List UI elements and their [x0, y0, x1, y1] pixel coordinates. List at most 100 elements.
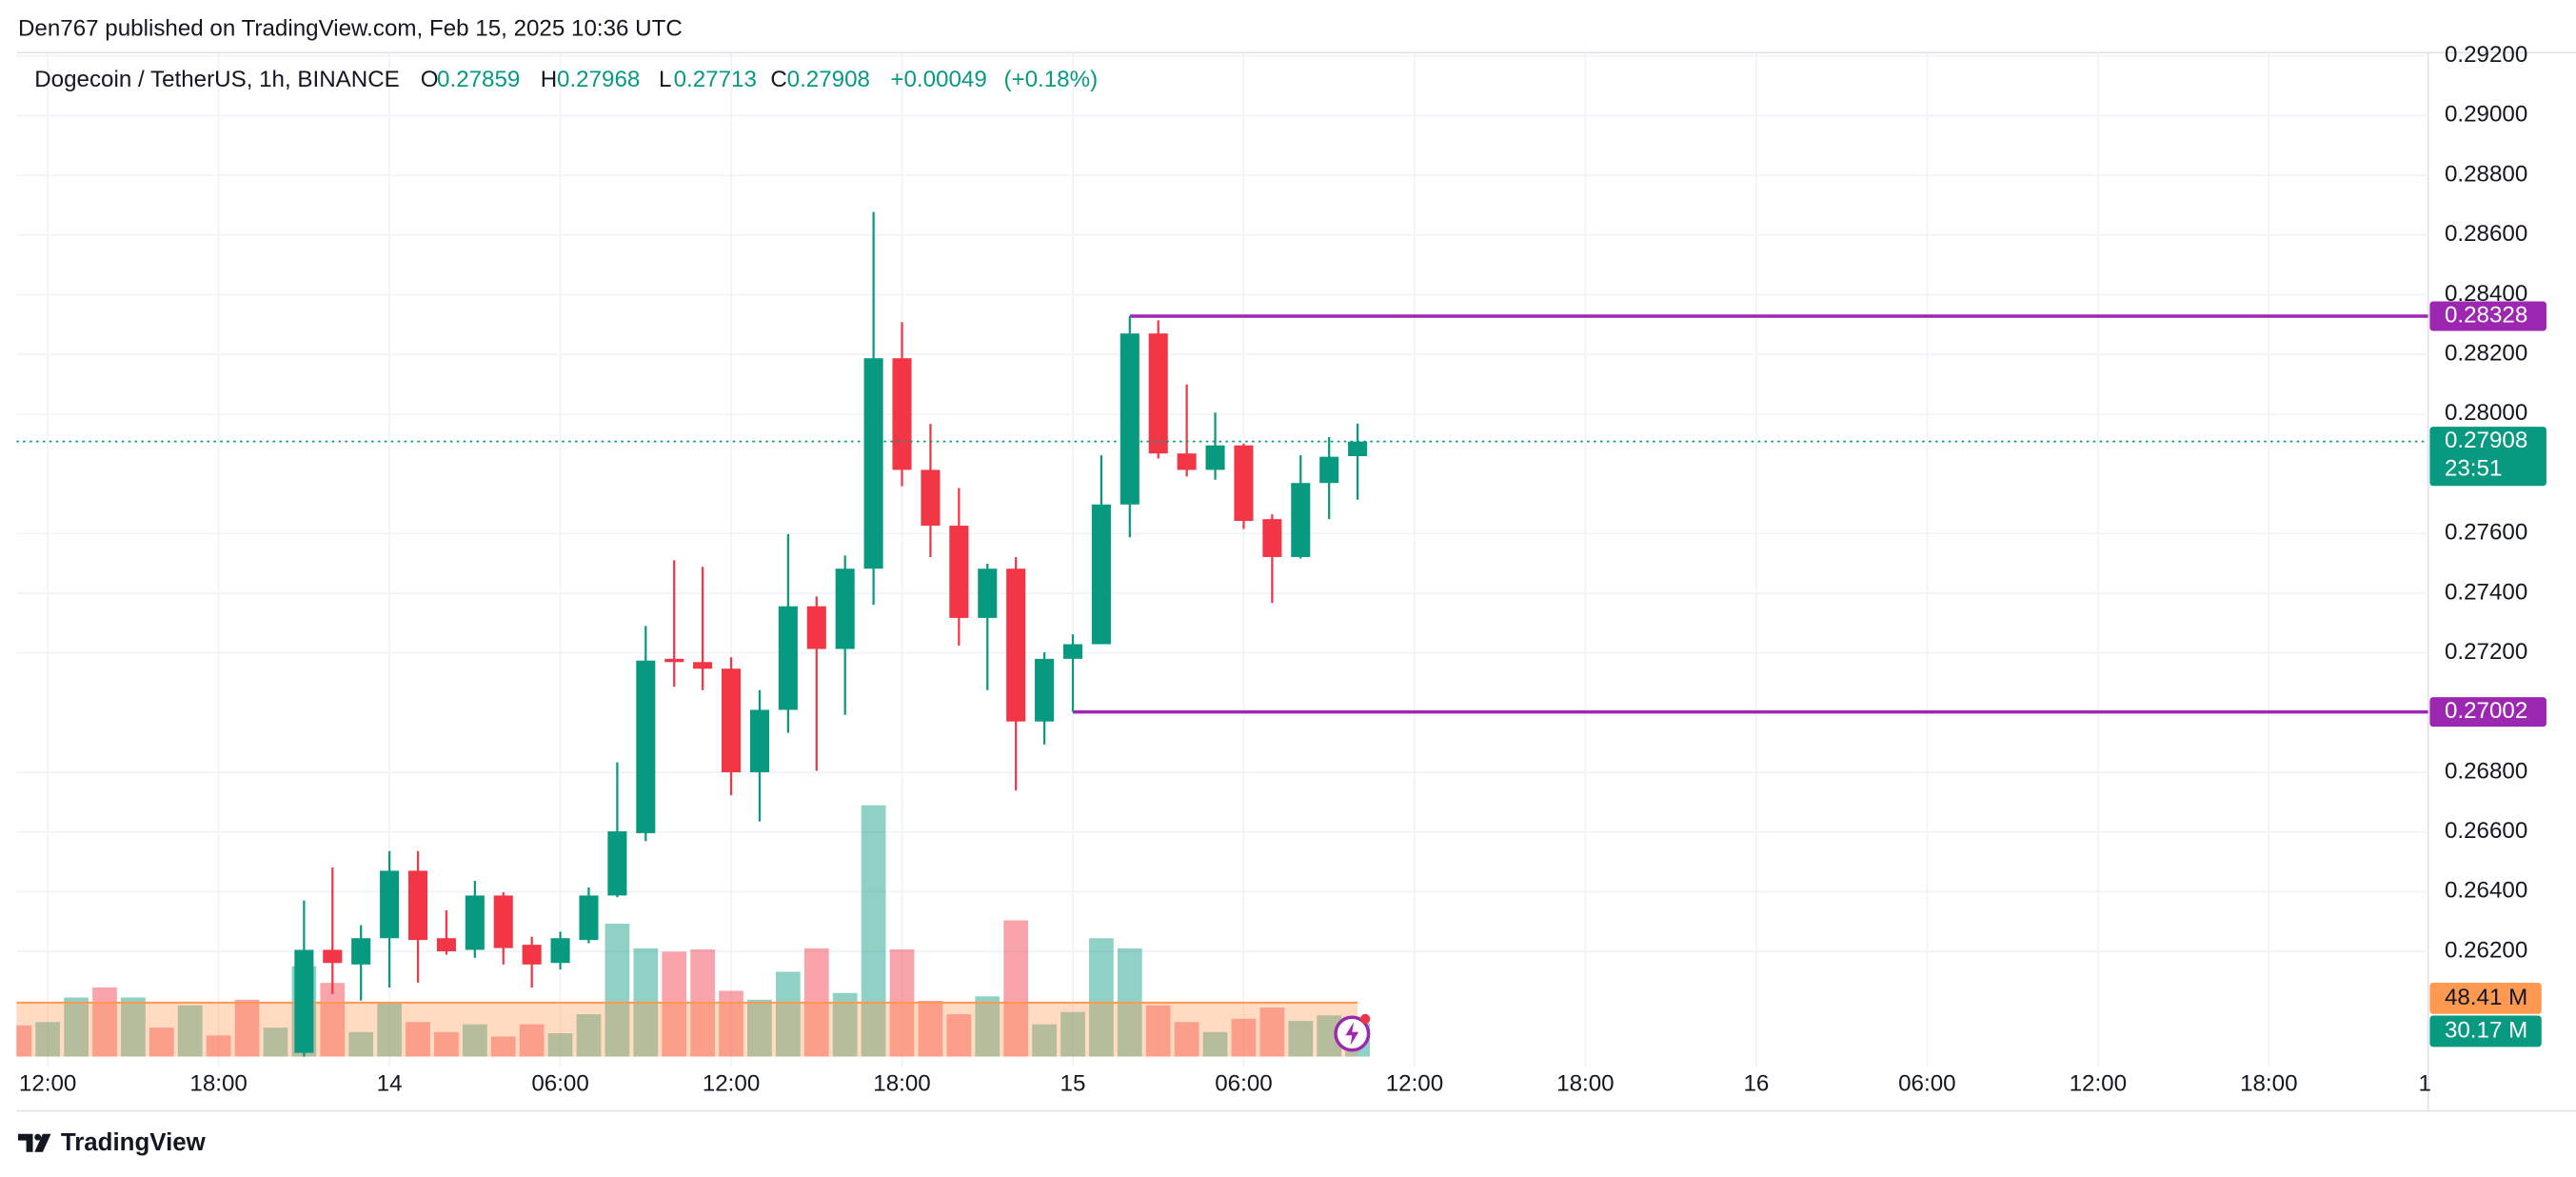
candle-body [664, 658, 684, 663]
y-tick-label: 0.28000 [2445, 400, 2527, 426]
x-tick-label: 18:00 [2240, 1070, 2297, 1096]
volume-bar [234, 999, 260, 1057]
y-tick-label: 0.28800 [2445, 161, 2527, 187]
volume-last-box [2429, 1015, 2542, 1047]
y-tick-label: 0.29000 [2445, 102, 2527, 128]
y-tick-label: 0.29200 [2445, 42, 2527, 68]
volume-bar [1288, 1021, 1314, 1057]
volume-bar [320, 983, 346, 1057]
volume-bar [206, 1035, 231, 1057]
volume-bar [92, 987, 117, 1057]
x-tick-label: 12:00 [1386, 1070, 1443, 1096]
y-tick-label: 0.26600 [2445, 818, 2527, 844]
attribution: Den767 published on TradingView.com, Feb… [18, 15, 683, 41]
x-tick-label: 18:00 [1556, 1070, 1614, 1096]
volume-bar [16, 1025, 32, 1057]
volume-bar [832, 992, 858, 1057]
alert-icon [1334, 1013, 1371, 1052]
volume-bar [490, 1036, 516, 1057]
candle-body [978, 569, 998, 618]
volume-bar [662, 951, 687, 1057]
volume-bar [918, 1000, 943, 1057]
volume-bar [64, 997, 89, 1057]
x-tick-label: 06:00 [531, 1070, 588, 1096]
candle-body [579, 895, 599, 941]
volume-bar [1259, 1007, 1285, 1057]
volume-ma-band [16, 1002, 1358, 1057]
candle-body [1319, 456, 1339, 484]
legend-bar: Dogecoin / TetherUS, 1h, BINANCE O 0.278… [34, 67, 1098, 92]
volume-bar [121, 997, 146, 1057]
candle-body [351, 938, 371, 965]
level-label: 0.28328 [2445, 302, 2527, 328]
volume-bar [576, 1014, 602, 1057]
candle-body [921, 469, 941, 527]
change-percent: (+0.18%) [1003, 67, 1098, 92]
ohlc-letter: C [770, 67, 786, 92]
current-price-label: 0.27908 [2445, 428, 2527, 453]
x-tick-label: 18:00 [189, 1070, 247, 1096]
candle-body [436, 938, 456, 952]
candle-body [1262, 519, 1282, 557]
candle-body [1062, 644, 1083, 659]
x-tick-label: 14 [377, 1070, 403, 1096]
y-tick-label: 0.26400 [2445, 878, 2527, 904]
volume-ma-label: 48.41 M [2445, 985, 2527, 1010]
x-tick-label: 06:00 [1898, 1070, 1955, 1096]
volume-bar [1089, 938, 1114, 1057]
brand: TradingView [17, 1129, 207, 1156]
x-tick-label: 12:00 [703, 1070, 760, 1096]
volume-bar [35, 1022, 61, 1057]
candle-body [693, 662, 713, 669]
candle-body [1234, 445, 1254, 522]
candle-body [1348, 441, 1368, 457]
y-tick-label: 0.27200 [2445, 639, 2527, 665]
x-tick-label: 06:00 [1215, 1070, 1272, 1096]
candle-body [522, 945, 542, 965]
volume-last-label: 30.17 M [2445, 1017, 2527, 1043]
volume-bar [462, 1024, 487, 1057]
volume-bar [1174, 1022, 1199, 1057]
level-label: 0.27002 [2445, 698, 2527, 724]
y-tick-label: 0.28200 [2445, 340, 2527, 366]
current-price-box [2429, 427, 2546, 487]
volume-bar [177, 1005, 203, 1057]
candle-body [1006, 569, 1026, 722]
volume-bar [434, 1031, 459, 1057]
volume-bar [861, 805, 886, 1057]
volume-bar [377, 1002, 402, 1057]
ohlc-letter: O [421, 67, 439, 92]
y-tick-label: 0.26800 [2445, 758, 2527, 784]
y-tick-label: 0.28600 [2445, 221, 2527, 247]
ohlc-value: 0.27859 [437, 67, 520, 92]
volume-bar [975, 996, 1001, 1057]
alert-dot [1359, 1013, 1371, 1025]
ohlc-value: 0.27713 [674, 67, 757, 92]
ohlc-value: 0.27908 [787, 67, 870, 92]
candle-body [1091, 504, 1111, 645]
candle-body [607, 831, 627, 896]
volume-bar [547, 1033, 573, 1057]
candle-body [1205, 445, 1225, 470]
candle-body [1291, 483, 1311, 557]
y-tick-label: 0.26200 [2445, 937, 2527, 963]
x-tick-label: 1 [2419, 1070, 2431, 1096]
candle-body [465, 895, 485, 950]
candle-body [863, 358, 883, 569]
axes: 0.292000.290000.288000.286000.284000.282… [19, 42, 2546, 1096]
volume-bar [747, 999, 772, 1057]
volume-bar [263, 1027, 288, 1057]
ohlc-letter: H [541, 67, 557, 92]
brand-name[interactable]: TradingView [61, 1129, 207, 1156]
symbol-title: Dogecoin / TetherUS, 1h, BINANCE [34, 67, 400, 92]
volume-bar [604, 924, 630, 1057]
volume-bar [348, 1031, 374, 1057]
x-tick-label: 16 [1743, 1070, 1769, 1096]
volume-bar [1060, 1011, 1085, 1057]
countdown-label: 23:51 [2445, 455, 2502, 481]
candle-body [722, 668, 742, 772]
grid [16, 52, 2428, 1067]
plot-area [16, 211, 2428, 1057]
